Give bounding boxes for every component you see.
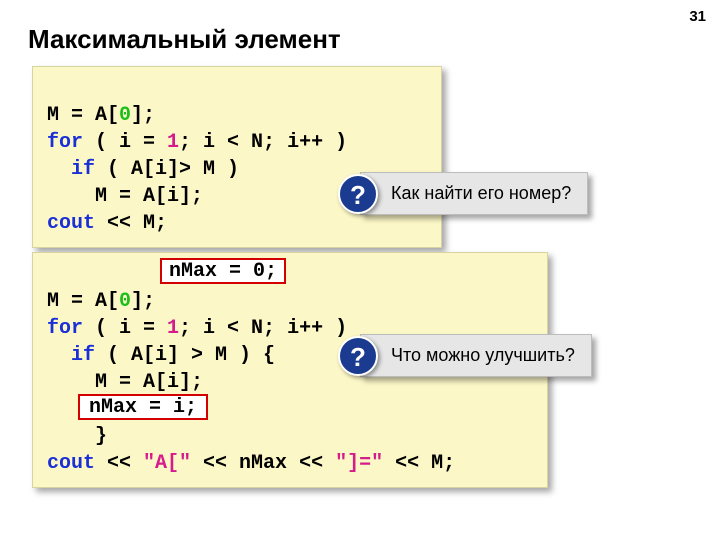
c1-l5a: cout	[47, 212, 95, 235]
c2-l3a	[47, 344, 71, 367]
c1-l1a: M = A[	[47, 104, 119, 127]
c2-l7e: "]="	[335, 452, 383, 475]
callout-1: Как найти его номер? ?	[360, 172, 588, 215]
callout-2-text: Что можно улучшить?	[391, 345, 575, 365]
highlight-nmax-0: nMax = 0;	[160, 258, 286, 284]
c2-l2c: 1	[167, 317, 179, 340]
c1-l3c: ( A[i]> M )	[95, 158, 239, 181]
highlight-nmax-i: nMax = i;	[78, 394, 208, 420]
c2-l2a: for	[47, 317, 83, 340]
c2-l7c: "A["	[143, 452, 191, 475]
c2-l2b: ( i =	[83, 317, 167, 340]
page-number: 31	[689, 8, 706, 25]
c1-l1c: ];	[131, 104, 155, 127]
c2-l1a: M = A[	[47, 290, 119, 313]
c2-l2d: ; i < N; i++ )	[179, 317, 347, 340]
c1-l2d: ; i < N; i++ )	[179, 131, 347, 154]
callout-1-box: Как найти его номер?	[360, 172, 588, 215]
c2-l7b: <<	[95, 452, 143, 475]
callout-2-box: Что можно улучшить?	[360, 334, 592, 377]
question-icon: ?	[338, 336, 378, 376]
callout-2: Что можно улучшить? ?	[360, 334, 592, 377]
c2-l1b: 0	[119, 290, 131, 313]
code-box-1: M = A[0]; for ( i = 1; i < N; i++ ) if (…	[32, 66, 442, 248]
slide-title: Максимальный элемент	[28, 24, 341, 55]
c1-l1b: 0	[119, 104, 131, 127]
c2-l7a: cout	[47, 452, 95, 475]
c1-l4: M = A[i];	[47, 185, 203, 208]
c1-l2b: ( i =	[83, 131, 167, 154]
c1-l3a	[47, 158, 71, 181]
c1-l5b: << M;	[95, 212, 167, 235]
c2-l7f: << M;	[383, 452, 455, 475]
c1-l3b: if	[71, 158, 95, 181]
question-icon: ?	[338, 174, 378, 214]
c2-l3b: if	[71, 344, 95, 367]
c2-l1c: ];	[131, 290, 155, 313]
c2-l6: }	[47, 425, 107, 448]
c2-l4: M = A[i];	[47, 371, 203, 394]
c1-l2c: 1	[167, 131, 179, 154]
c1-l2a: for	[47, 131, 83, 154]
c2-l7d: << nMax <<	[191, 452, 335, 475]
callout-1-text: Как найти его номер?	[391, 183, 571, 203]
c2-l5	[47, 398, 59, 421]
c2-l3c: ( A[i] > M ) {	[95, 344, 275, 367]
